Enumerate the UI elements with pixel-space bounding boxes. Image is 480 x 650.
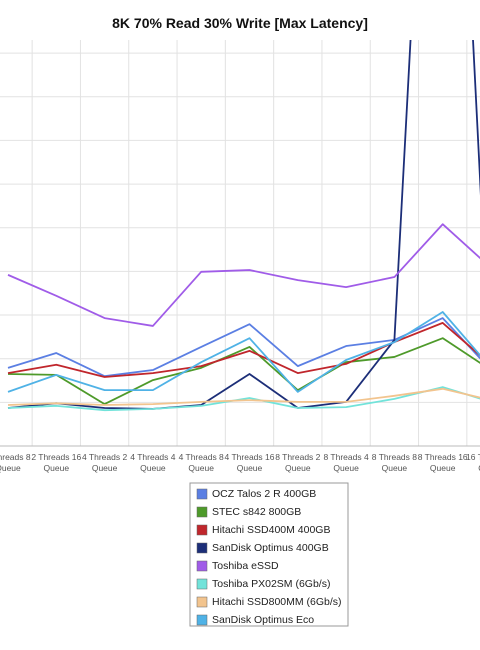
series-line bbox=[7, 317, 480, 378]
chart-title: 8K 70% Read 30% Write [Max Latency] bbox=[112, 15, 368, 31]
legend-swatch bbox=[196, 614, 208, 626]
x-tick-label: 4 Threads 2 Queue bbox=[81, 452, 128, 473]
x-tick-label: 4 Threads 4 Queue bbox=[130, 452, 176, 473]
legend-swatch bbox=[196, 560, 208, 572]
x-tick-label: 2 Threads 8 Queue bbox=[0, 452, 31, 473]
x-tick-label: 4 Threads 16 Queue bbox=[224, 452, 275, 473]
plot-lines bbox=[7, 40, 480, 412]
x-tick-label: 8 Threads 2 Queue bbox=[275, 452, 321, 473]
series-line bbox=[7, 311, 480, 393]
legend-swatch bbox=[196, 596, 208, 608]
x-tick-label: 8 Threads 16 Queue bbox=[417, 452, 468, 473]
legend-label: SanDisk Optimus 400GB bbox=[212, 542, 329, 554]
x-tick-label: 4 Threads 8 Queue bbox=[178, 452, 224, 473]
legend-label: Toshiba eSSD bbox=[212, 560, 279, 572]
series-line bbox=[7, 321, 480, 378]
legend-swatch bbox=[196, 542, 208, 554]
legend-swatch bbox=[196, 488, 208, 500]
legend-label: Toshiba PX02SM (6Gb/s) bbox=[212, 578, 330, 590]
series-line bbox=[7, 387, 480, 406]
grid bbox=[0, 40, 480, 447]
legend-box bbox=[189, 482, 349, 627]
series-line bbox=[7, 386, 480, 412]
series-line bbox=[7, 223, 480, 327]
x-tick-label: 16 Threads 2 Queue bbox=[466, 452, 480, 473]
x-tick-label: 8 Threads 8 Queue bbox=[371, 452, 417, 473]
legend-swatch bbox=[196, 578, 208, 590]
legend-swatch bbox=[196, 524, 208, 536]
legend: OCZ Talos 2 R 400GB STEC s842 800GB Hitach… bbox=[196, 488, 342, 626]
legend-label: SanDisk Optimus Eco bbox=[212, 614, 314, 626]
x-tick-label: 2 Threads 16 Queue bbox=[31, 452, 82, 473]
series-line bbox=[7, 40, 480, 410]
legend-swatch bbox=[196, 506, 208, 518]
series-line bbox=[7, 337, 480, 405]
legend-label: Hitachi SSD800MM (6Gb/s) bbox=[212, 596, 342, 608]
legend-label: Hitachi SSD400M 400GB bbox=[212, 524, 330, 536]
x-tick-label: 8 Threads 4 Queue bbox=[323, 452, 369, 473]
legend-label: STEC s842 800GB bbox=[212, 506, 301, 518]
legend-label: OCZ Talos 2 R 400GB bbox=[212, 488, 316, 500]
